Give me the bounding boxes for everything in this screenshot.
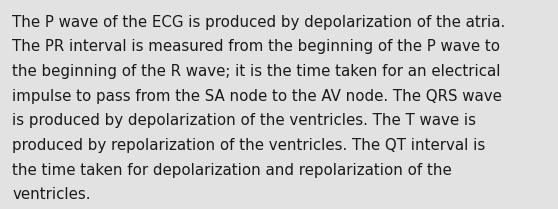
Text: ventricles.: ventricles. bbox=[12, 187, 91, 202]
Text: is produced by depolarization of the ventricles. The T wave is: is produced by depolarization of the ven… bbox=[12, 113, 477, 128]
Text: the time taken for depolarization and repolarization of the: the time taken for depolarization and re… bbox=[12, 163, 452, 178]
Text: the beginning of the R wave; it is the time taken for an electrical: the beginning of the R wave; it is the t… bbox=[12, 64, 501, 79]
Text: The PR interval is measured from the beginning of the P wave to: The PR interval is measured from the beg… bbox=[12, 39, 501, 54]
Text: produced by repolarization of the ventricles. The QT interval is: produced by repolarization of the ventri… bbox=[12, 138, 485, 153]
Text: The P wave of the ECG is produced by depolarization of the atria.: The P wave of the ECG is produced by dep… bbox=[12, 15, 506, 30]
Text: impulse to pass from the SA node to the AV node. The QRS wave: impulse to pass from the SA node to the … bbox=[12, 89, 502, 104]
